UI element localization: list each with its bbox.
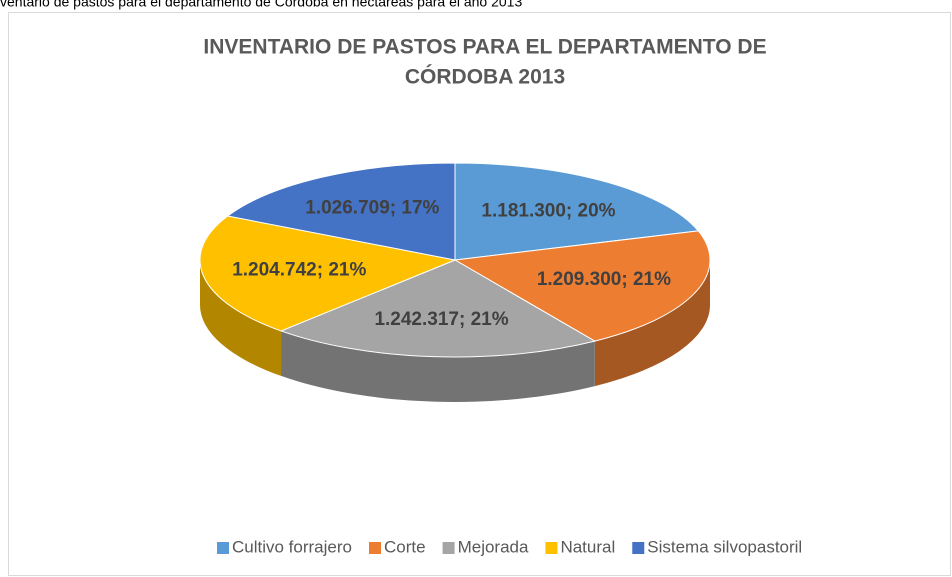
legend-label: Sistema silvopastoril (647, 537, 802, 556)
pie-slice (454, 162, 700, 261)
caption: ventario de pastos para el departamento … (0, 0, 522, 10)
legend-swatch (217, 542, 229, 554)
legend-swatch (632, 542, 645, 554)
pie-side (281, 330, 595, 402)
pie-slice (279, 259, 597, 358)
legend-label: Corte (384, 537, 426, 556)
legend-swatch (545, 542, 558, 554)
legend-label: Mejorada (458, 537, 529, 556)
chart-title: CÓRDOBA 2013 (405, 65, 565, 89)
pie-side (594, 260, 710, 387)
data-label: 1.181.300; 20% (481, 201, 615, 222)
legend-label: Cultivo forrajero (232, 537, 352, 556)
data-label: 1.242.317; 21% (374, 309, 508, 330)
legend-swatch (442, 542, 455, 554)
pie-slice (199, 215, 457, 332)
legend-swatch (369, 542, 381, 554)
pie-slice (226, 162, 456, 261)
legend-label: Natural (560, 537, 615, 556)
pie-side (200, 260, 282, 376)
data-label: 1.209.300; 21% (537, 269, 671, 290)
pie-slice (453, 230, 711, 342)
data-label: 1.204.742; 21% (232, 259, 366, 280)
chart-title: INVENTARIO DE PASTOS PARA EL DEPARTAMENT… (203, 36, 766, 59)
data-label: 1.026.709; 17% (305, 198, 439, 219)
